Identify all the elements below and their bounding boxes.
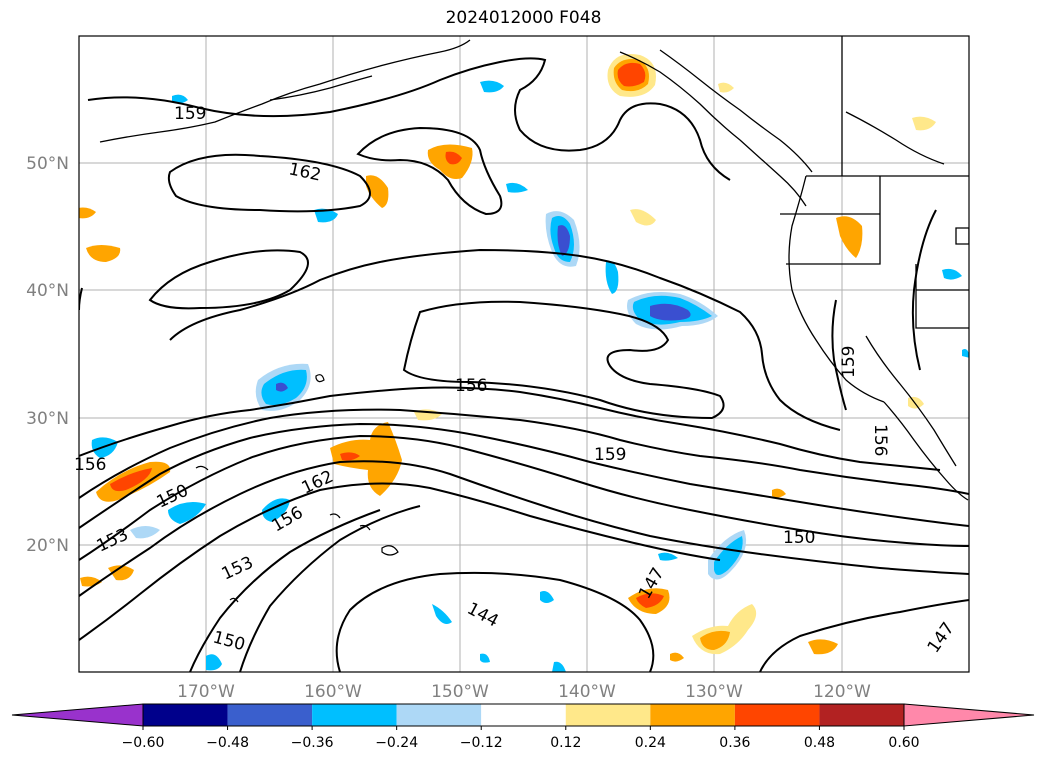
- anomaly-positive: [340, 452, 360, 461]
- anomaly-negative: [605, 261, 619, 294]
- lat-label: 40°N: [26, 281, 69, 301]
- colorbar-extend-min: [11, 703, 144, 727]
- lon-label: 120°W: [813, 682, 871, 702]
- colorbar-segment: [227, 704, 313, 726]
- anomaly-positive: [617, 62, 646, 87]
- lon-label: 130°W: [685, 682, 743, 702]
- colorbar-tick-label: −0.24: [375, 735, 418, 751]
- anomaly-positive: [108, 565, 134, 581]
- contour-label: 159: [174, 104, 206, 124]
- anomaly-negative: [506, 182, 528, 193]
- anomaly-positive: [630, 209, 656, 226]
- anomaly-negative: [432, 604, 452, 624]
- anomaly-negative: [962, 349, 969, 358]
- anomaly-negative: [168, 502, 206, 524]
- colorbar: −0.60 −0.48 −0.36 −0.24 −0.12 0.12 0.24 0.36 0.4…: [11, 703, 1035, 751]
- contour-label: 159: [594, 445, 626, 465]
- anomaly-negative: [658, 552, 678, 561]
- anomaly-positive: [86, 245, 121, 262]
- contour-label: 156: [74, 455, 106, 475]
- anomaly-negative: [480, 80, 504, 93]
- colorbar-segment: [650, 704, 735, 726]
- lon-label: 140°W: [558, 682, 616, 702]
- anomaly-negative: [130, 526, 160, 539]
- lat-label: 30°N: [26, 409, 69, 429]
- longitude-labels: 170°W 160°W 150°W 140°W 130°W 120°W: [177, 682, 871, 702]
- lon-label: 160°W: [304, 682, 362, 702]
- lat-label: 20°N: [26, 536, 69, 556]
- colorbar-segment: [396, 704, 482, 726]
- anomaly-negative: [206, 654, 222, 671]
- contour-label: 159: [839, 346, 859, 378]
- colorbar-tick-label: −0.60: [122, 735, 165, 751]
- colorbar-tick-label: 0.48: [804, 735, 835, 751]
- coastlines: [99, 36, 969, 501]
- islands: [195, 374, 399, 603]
- anomaly-positive: [700, 630, 730, 650]
- anomaly-negative: [650, 303, 691, 321]
- colorbar-tick-label: −0.48: [206, 735, 249, 751]
- anomaly-positive: [670, 652, 684, 662]
- colorbar-extend-max: [903, 703, 1035, 727]
- anomaly-positive: [808, 639, 838, 655]
- anomaly-negative: [557, 225, 570, 256]
- anomaly-positive: [718, 82, 734, 93]
- colorbar-segment: [819, 704, 904, 726]
- contour-label: 156: [870, 424, 890, 456]
- anomaly-shading: [79, 54, 969, 672]
- colorbar-segment: [734, 704, 820, 726]
- colorbar-segment: [481, 704, 566, 726]
- map-area: [79, 36, 969, 672]
- anomaly-negative: [276, 382, 288, 392]
- colorbar-tick-label: 0.60: [888, 735, 919, 751]
- contour-label: 156: [455, 376, 487, 396]
- anomaly-positive: [445, 151, 462, 165]
- colorbar-tick-label: 0.36: [719, 735, 750, 751]
- colorbar-segment: [312, 704, 397, 726]
- anomaly-positive: [772, 488, 786, 498]
- latitude-labels: 50°N 40°N 30°N 20°N: [26, 154, 69, 556]
- lat-label: 50°N: [26, 154, 69, 174]
- anomaly-positive: [366, 175, 389, 208]
- contour-label: 150: [783, 528, 815, 548]
- anomaly-negative: [540, 591, 554, 603]
- anomaly-negative: [714, 536, 743, 575]
- colorbar-tick-label: −0.36: [291, 735, 334, 751]
- anomaly-positive: [836, 216, 863, 258]
- graticule: [79, 36, 969, 672]
- colorbar-tick-label: 0.24: [635, 735, 666, 751]
- anomaly-positive: [110, 468, 152, 492]
- colorbar-tick-label: −0.12: [460, 735, 503, 751]
- anomaly-negative: [480, 653, 490, 663]
- lon-label: 150°W: [431, 682, 489, 702]
- map-border: [78, 35, 970, 673]
- colorbar-tick-label: 0.12: [550, 735, 581, 751]
- anomaly-positive: [79, 207, 96, 219]
- map-title: 2024012000 F048: [445, 8, 602, 28]
- anomaly-negative: [314, 208, 338, 223]
- colorbar-segment: [565, 704, 651, 726]
- colorbar-outline: [142, 703, 905, 727]
- colorbar-segment: [143, 704, 228, 726]
- anomaly-positive: [636, 593, 664, 608]
- anomaly-positive: [330, 422, 402, 496]
- anomaly-negative: [552, 661, 566, 672]
- lon-label: 170°W: [177, 682, 235, 702]
- anomaly-negative: [91, 437, 118, 458]
- anomaly-negative: [942, 268, 962, 280]
- anomaly-positive: [912, 116, 936, 131]
- anomaly-negative: [172, 94, 188, 104]
- height-contours: [79, 57, 969, 672]
